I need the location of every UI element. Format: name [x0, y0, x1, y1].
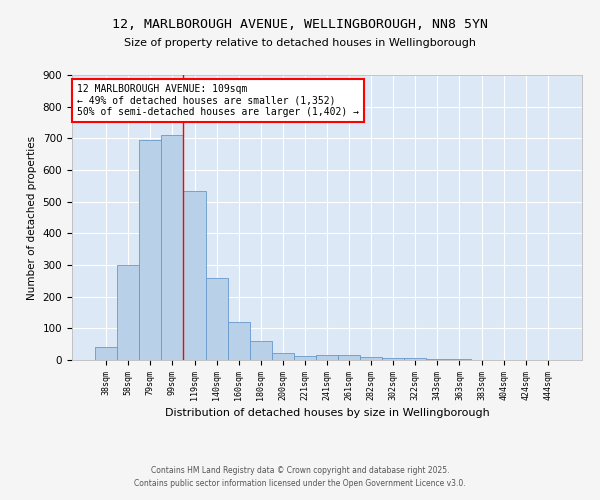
Bar: [250, 341, 272, 360]
Bar: [95, 348, 117, 360]
Bar: [360, 358, 382, 360]
Text: 12 MARLBOROUGH AVENUE: 109sqm
← 49% of detached houses are smaller (1,352)
50% o: 12 MARLBOROUGH AVENUE: 109sqm ← 49% of d…: [77, 84, 359, 116]
Bar: [139, 140, 161, 360]
Text: 12, MARLBOROUGH AVENUE, WELLINGBOROUGH, NN8 5YN: 12, MARLBOROUGH AVENUE, WELLINGBOROUGH, …: [112, 18, 488, 30]
Bar: [338, 355, 360, 360]
X-axis label: Distribution of detached houses by size in Wellingborough: Distribution of detached houses by size …: [164, 408, 490, 418]
Bar: [382, 358, 404, 360]
Bar: [184, 190, 206, 360]
Bar: [206, 278, 227, 360]
Bar: [427, 359, 448, 360]
Bar: [227, 322, 250, 360]
Bar: [404, 358, 427, 360]
Bar: [316, 355, 338, 360]
Text: Contains HM Land Registry data © Crown copyright and database right 2025.
Contai: Contains HM Land Registry data © Crown c…: [134, 466, 466, 487]
Bar: [161, 135, 184, 360]
Bar: [294, 356, 316, 360]
Bar: [272, 353, 294, 360]
Bar: [117, 265, 139, 360]
Text: Size of property relative to detached houses in Wellingborough: Size of property relative to detached ho…: [124, 38, 476, 48]
Y-axis label: Number of detached properties: Number of detached properties: [27, 136, 37, 300]
